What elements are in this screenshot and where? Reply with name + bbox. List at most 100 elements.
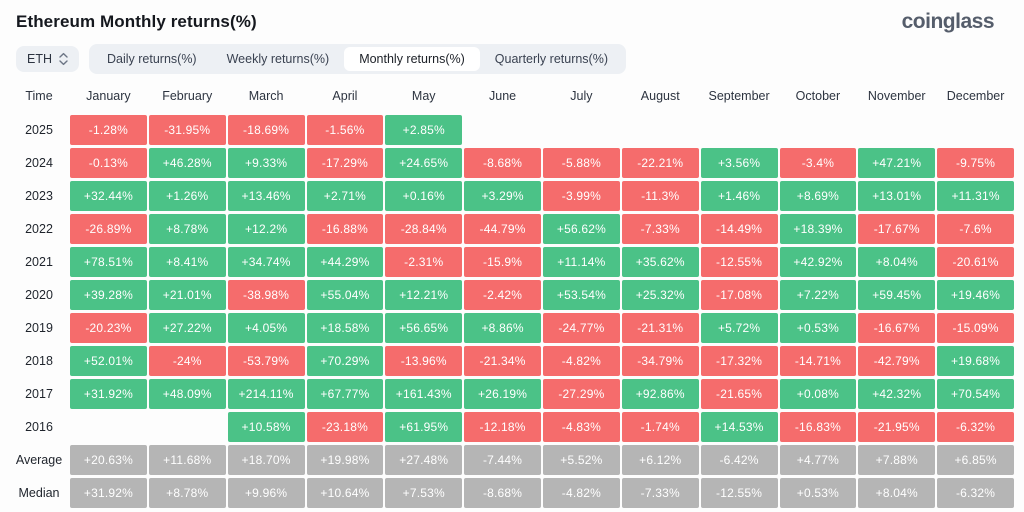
month-column-header: December [946,89,1005,103]
return-cell: +31.92% [70,478,147,508]
empty-cell [149,412,226,442]
return-cell: -24% [148,346,226,376]
return-cell: +70.54% [937,379,1014,409]
return-cell: +3.29% [464,181,541,211]
month-column-header: April [332,89,358,103]
month-column-header: November [867,89,926,103]
return-cell: -20.23% [70,313,147,343]
return-cell: -1.56% [306,115,384,145]
return-cell: -34.79% [621,346,699,376]
return-cell: -31.95% [148,115,226,145]
return-cell: +42.92% [779,247,857,277]
return-cell: -17.32% [700,346,778,376]
return-cell: +34.74% [227,247,305,277]
return-cell: -14.49% [700,214,778,244]
return-cell: -17.08% [700,280,778,310]
row-label: Median [18,486,60,500]
sort-arrows-icon [59,52,68,66]
return-cell: -44.79% [464,214,541,244]
return-cell: +8.04% [858,247,936,277]
return-cell: -21.31% [621,313,699,343]
row-label: Average [15,453,63,467]
return-cell: +92.86% [621,379,699,409]
returns-tab-group: Daily returns(%) Weekly returns(%) Monthly… [89,44,627,74]
return-cell: +2.71% [306,181,384,211]
return-cell: -28.84% [385,214,463,244]
return-cell: +56.65% [385,313,463,343]
return-cell: +46.28% [148,148,226,178]
return-cell: +27.22% [148,313,226,343]
return-cell: +7.53% [385,478,463,508]
row-label: 2021 [25,255,53,269]
return-cell: +27.48% [385,445,463,475]
return-cell: +32.44% [70,181,147,211]
return-cell: +67.77% [306,379,384,409]
return-cell: +14.53% [700,412,778,442]
return-cell: +53.54% [543,280,620,310]
return-cell: -21.65% [700,379,778,409]
row-label: 2025 [25,123,53,137]
return-cell: +31.92% [70,379,147,409]
return-cell: -12.18% [464,412,541,442]
return-cell: -21.34% [464,346,541,376]
return-cell: +0.16% [385,181,463,211]
return-cell: -12.55% [700,478,778,508]
return-cell: -4.82% [543,478,620,508]
return-cell: -23.18% [306,412,384,442]
return-cell: -22.21% [621,148,699,178]
return-cell: -7.33% [621,478,699,508]
return-cell: +10.64% [306,478,384,508]
coinglass-logo: coinglass [901,10,995,33]
return-cell: +5.52% [543,445,620,475]
month-column-header: October [795,89,841,103]
return-cell: -3.99% [543,181,620,211]
tab-monthly[interactable]: Monthly returns(%) [344,47,480,71]
toolbar: ETH Daily returns(%) Weekly returns(%) Mon… [16,44,1014,74]
return-cell: -53.79% [227,346,305,376]
return-cell: -13.96% [385,346,463,376]
return-cell: -26.89% [70,214,147,244]
month-column-header: July [570,89,593,103]
return-cell: -4.82% [543,346,620,376]
return-cell: +48.09% [148,379,226,409]
empty-cell [937,115,1014,145]
return-cell: -24.77% [543,313,620,343]
symbol-select[interactable]: ETH [16,46,79,72]
return-cell: +6.12% [621,445,699,475]
return-cell: +2.85% [385,115,463,145]
return-cell: +12.21% [385,280,463,310]
return-cell: -17.29% [306,148,384,178]
time-column-header: Time [25,89,53,103]
return-cell: +7.22% [779,280,857,310]
return-cell: +52.01% [70,346,147,376]
month-column-header: June [489,89,517,103]
return-cell: -16.67% [858,313,936,343]
return-cell: +8.69% [779,181,857,211]
return-cell: +10.58% [227,412,305,442]
tab-quarterly[interactable]: Quarterly returns(%) [494,52,609,66]
empty-cell [543,115,620,145]
row-label: 2018 [25,354,53,368]
return-cell: -16.83% [779,412,857,442]
return-cell: +8.86% [464,313,541,343]
tab-daily[interactable]: Daily returns(%) [107,52,197,66]
return-cell: -8.68% [464,148,541,178]
return-cell: -18.69% [227,115,305,145]
return-cell: +78.51% [70,247,147,277]
row-label: 2016 [25,420,53,434]
row-label: 2023 [25,189,53,203]
return-cell: +55.04% [306,280,384,310]
return-cell: +11.14% [543,247,620,277]
return-cell: -8.68% [464,478,541,508]
return-cell: +25.32% [621,280,699,310]
return-cell: +18.58% [306,313,384,343]
return-cell: +8.04% [858,478,936,508]
return-cell: +9.33% [227,148,305,178]
return-cell: +35.62% [621,247,699,277]
return-cell: +4.77% [779,445,857,475]
return-cell: +1.26% [148,181,226,211]
tab-weekly[interactable]: Weekly returns(%) [226,52,330,66]
return-cell: +44.29% [306,247,384,277]
return-cell: -2.42% [464,280,541,310]
return-cell: +42.32% [858,379,936,409]
